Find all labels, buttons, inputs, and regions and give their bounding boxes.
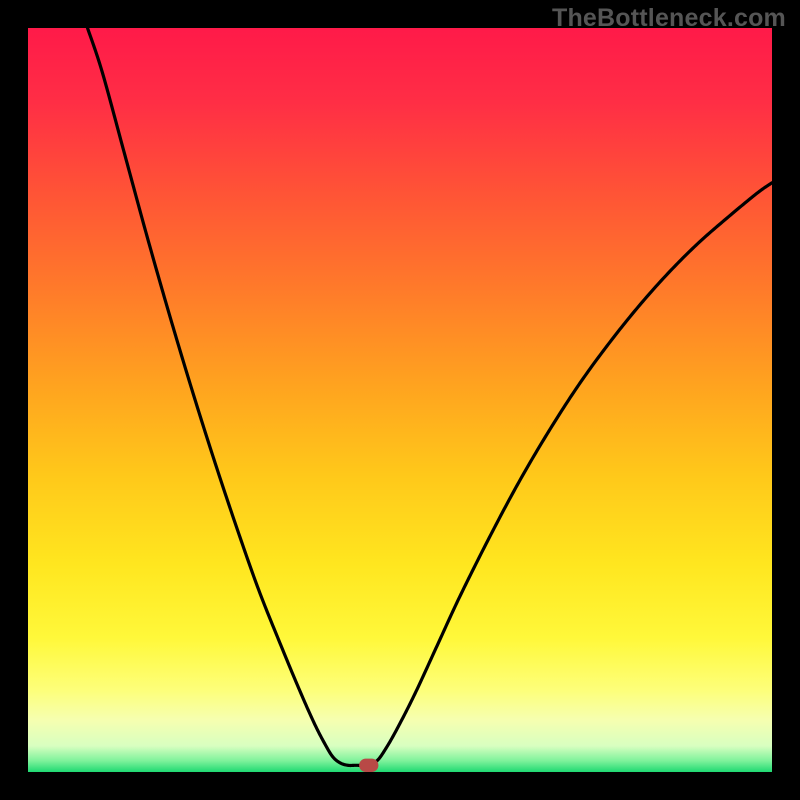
chart-svg <box>0 0 800 800</box>
plot-background <box>28 28 772 772</box>
optimal-point-marker <box>359 759 378 772</box>
watermark-text: TheBottleneck.com <box>552 4 786 33</box>
chart-frame: TheBottleneck.com <box>0 0 800 800</box>
